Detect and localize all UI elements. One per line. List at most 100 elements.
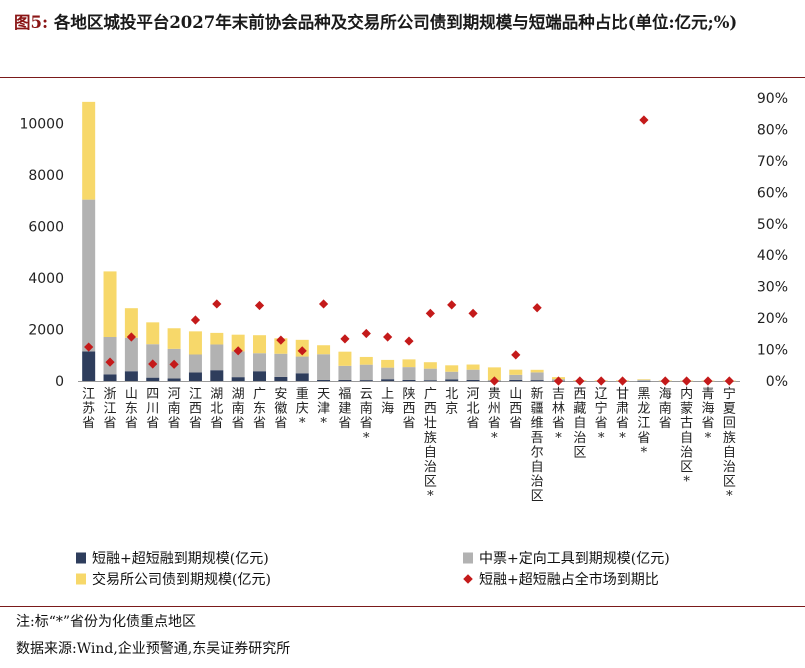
bar-segment — [530, 372, 544, 381]
svg-text:区: 区 — [424, 475, 437, 490]
ratio-point — [84, 342, 94, 352]
left-tick-label: 2000 — [28, 323, 64, 339]
x-tick-label: 山西省 — [509, 387, 522, 431]
svg-text:省: 省 — [467, 416, 480, 431]
right-tick-label: 70% — [757, 154, 788, 170]
bar-segment — [295, 356, 309, 374]
x-tick-label: 重庆* — [296, 386, 309, 431]
svg-text:治: 治 — [531, 475, 544, 490]
bar-segment — [637, 379, 651, 380]
svg-text:区: 区 — [573, 445, 586, 460]
svg-text:*: * — [705, 431, 712, 446]
svg-text:林: 林 — [552, 402, 565, 417]
x-tick-label: 贵州省* — [488, 387, 501, 446]
legend: 短融+超短融到期规模(亿元) 中票+定向工具到期规模(亿元) 交易所公司债到期规模(… — [76, 551, 670, 588]
svg-text:维: 维 — [531, 416, 544, 431]
chart: 0 2000 4000 6000 8000 10000 0% 10% 20% 30% 40% 50%… — [19, 91, 788, 588]
svg-text:宁: 宁 — [595, 401, 608, 417]
bar-segment — [124, 337, 138, 372]
left-tick-label: 10000 — [19, 117, 64, 133]
svg-text:区: 区 — [680, 460, 693, 475]
bar-segment — [231, 377, 245, 381]
ratio-point — [383, 332, 393, 342]
bar-segment — [466, 369, 480, 380]
svg-text:*: * — [619, 431, 626, 446]
x-tick-label: 福建省 — [338, 387, 351, 431]
right-tick-label: 50% — [757, 217, 788, 233]
x-tick-label: 青海省* — [701, 387, 714, 446]
ratio-point — [703, 376, 713, 386]
bar-segment — [274, 338, 288, 354]
bar-segment — [466, 379, 480, 381]
right-axis: 0% 10% 20% 30% 40% 50% 60% 70% 80% 90% — [757, 91, 788, 390]
ratio-point — [617, 376, 628, 386]
svg-text:吾: 吾 — [531, 431, 544, 446]
ratio-point — [126, 332, 136, 342]
bar-segment — [338, 351, 352, 366]
x-tick-label: 四川省 — [146, 387, 159, 431]
left-tick-label: 4000 — [28, 271, 64, 287]
bar-segment — [509, 369, 523, 375]
svg-text:省: 省 — [189, 416, 202, 431]
svg-text:河: 河 — [168, 387, 181, 402]
title-text: 各地区城投平台2027年末前协会品种及交易所公司债到期规模与短端品种占比(单位:… — [53, 13, 738, 32]
svg-text:海: 海 — [659, 387, 672, 402]
svg-text:疆: 疆 — [531, 402, 544, 417]
bar-segment — [530, 369, 544, 373]
bar-segment — [445, 365, 459, 372]
svg-text:广: 广 — [424, 387, 437, 402]
svg-text:自: 自 — [531, 460, 544, 475]
svg-text:湖: 湖 — [210, 387, 223, 402]
bar-segment — [487, 367, 501, 381]
bar-segment — [274, 376, 288, 381]
svg-text:省: 省 — [509, 416, 522, 431]
svg-text:省: 省 — [701, 416, 714, 431]
ratio-point — [639, 115, 649, 125]
svg-text:山: 山 — [509, 387, 522, 402]
ratio-point — [233, 346, 243, 356]
x-tick-label: 安徽省 — [274, 387, 287, 431]
legend-swatch — [463, 552, 473, 564]
ratio-point — [724, 376, 734, 386]
svg-text:*: * — [726, 489, 733, 504]
svg-text:省: 省 — [274, 416, 287, 431]
x-tick-label: 海南省 — [659, 387, 672, 431]
svg-text:河: 河 — [467, 387, 480, 402]
ratio-point — [660, 376, 670, 386]
x-tick-label: 江苏省 — [82, 387, 95, 431]
bar-segment — [188, 331, 202, 355]
bar-segment — [188, 372, 202, 381]
ratio-point — [447, 300, 457, 310]
svg-text:陕: 陕 — [402, 387, 415, 402]
svg-text:南: 南 — [659, 401, 672, 417]
svg-text:湖: 湖 — [232, 387, 245, 402]
svg-text:江: 江 — [104, 402, 117, 417]
legend-swatch — [463, 574, 473, 584]
svg-text:海: 海 — [701, 402, 714, 417]
svg-text:建: 建 — [338, 402, 351, 417]
bar-segment — [359, 364, 373, 381]
svg-text:西: 西 — [573, 387, 586, 402]
chart-title: 图5: 各地区城投平台2027年末前协会品种及交易所公司债到期规模与短端品种占比… — [14, 8, 794, 37]
ratio-point — [340, 334, 350, 344]
svg-text:西: 西 — [509, 402, 522, 417]
bar-segment — [423, 368, 437, 381]
svg-text:省: 省 — [210, 416, 223, 431]
bar-segment — [146, 322, 160, 345]
bar-segment — [253, 371, 267, 381]
svg-text:津: 津 — [317, 402, 330, 417]
svg-text:江: 江 — [637, 416, 650, 431]
legend-item: 短融+超短融占全市场到期比 — [463, 571, 659, 588]
bar-segment — [103, 337, 117, 375]
svg-text:省: 省 — [402, 416, 415, 431]
x-tick-label: 河北省 — [467, 387, 480, 431]
bar-segment — [466, 364, 480, 370]
ratio-point — [190, 315, 201, 325]
svg-text:省: 省 — [232, 416, 245, 431]
ratio-point — [404, 336, 414, 346]
bar-segment — [530, 380, 544, 381]
